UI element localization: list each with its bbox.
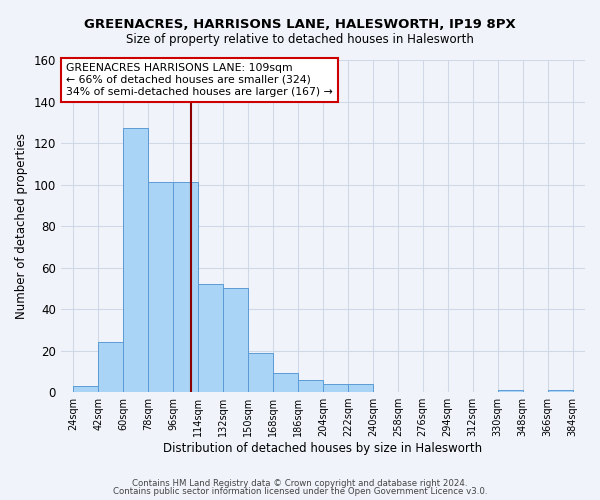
X-axis label: Distribution of detached houses by size in Halesworth: Distribution of detached houses by size … (163, 442, 482, 455)
Bar (548, 390, 572, 392)
Bar (273, 374, 298, 392)
Text: Contains public sector information licensed under the Open Government Licence v3: Contains public sector information licen… (113, 487, 487, 496)
Bar (248, 352, 273, 392)
Bar (497, 390, 523, 392)
Bar (98, 342, 123, 392)
Bar (148, 182, 173, 392)
Bar (298, 380, 323, 392)
Y-axis label: Number of detached properties: Number of detached properties (15, 133, 28, 319)
Bar (198, 284, 223, 392)
Bar (348, 384, 373, 392)
Bar (223, 288, 248, 392)
Text: Contains HM Land Registry data © Crown copyright and database right 2024.: Contains HM Land Registry data © Crown c… (132, 478, 468, 488)
Text: GREENACRES, HARRISONS LANE, HALESWORTH, IP19 8PX: GREENACRES, HARRISONS LANE, HALESWORTH, … (84, 18, 516, 30)
Bar (323, 384, 348, 392)
Bar (173, 182, 198, 392)
Text: GREENACRES HARRISONS LANE: 109sqm
← 66% of detached houses are smaller (324)
34%: GREENACRES HARRISONS LANE: 109sqm ← 66% … (66, 64, 333, 96)
Bar (123, 128, 148, 392)
Text: Size of property relative to detached houses in Halesworth: Size of property relative to detached ho… (126, 32, 474, 46)
Bar (73, 386, 98, 392)
